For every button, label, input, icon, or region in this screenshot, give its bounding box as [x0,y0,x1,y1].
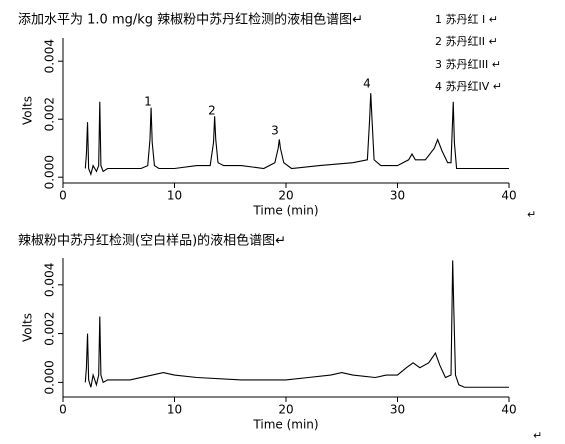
legend-entry: 4 苏丹红IV ↵ [435,80,502,93]
trace [84,260,509,388]
x-tick-label: 20 [278,403,293,417]
chart-title: 添加水平为 1.0 mg/kg 辣椒粉中苏丹红检测的液相色谱图↵ [18,12,363,28]
peak-label: 3 [271,124,279,138]
y-tick-label: 0.004 [43,39,57,73]
y-tick-label: 0.000 [43,155,57,189]
legend-entry: 2 苏丹红II ↵ [435,35,498,48]
x-tick-label: 0 [59,189,67,203]
paragraph-mark: ↵ [527,208,536,221]
peak-label: 4 [363,77,371,91]
paragraph-mark: ↵ [533,429,542,442]
x-tick-label: 0 [59,403,67,417]
x-tick-label: 30 [390,189,405,203]
y-tick-label: 0.002 [43,311,57,345]
y-axis-label: Volts [21,313,35,342]
legend-entry: 3 苏丹红III ↵ [435,58,501,71]
y-tick-label: 0.004 [43,263,57,297]
peak-label: 2 [208,104,216,118]
x-tick-label: 30 [390,403,405,417]
legend-entry: 1 苏丹红 I ↵ [435,13,498,26]
x-axis-label: Time (min) [252,418,318,432]
y-tick-label: 0.000 [43,360,57,394]
trace [84,93,509,177]
x-tick-label: 10 [167,189,182,203]
x-tick-label: 40 [501,189,516,203]
x-tick-label: 20 [278,189,293,203]
y-axis-label: Volts [21,96,35,125]
x-tick-label: 10 [167,403,182,417]
x-axis-label: Time (min) [252,204,318,218]
chart-title: 辣椒粉中苏丹红检测(空白样品)的液相色谱图↵ [18,233,286,249]
y-tick-label: 0.002 [43,97,57,131]
x-tick-label: 40 [501,403,516,417]
peak-label: 1 [144,95,152,109]
